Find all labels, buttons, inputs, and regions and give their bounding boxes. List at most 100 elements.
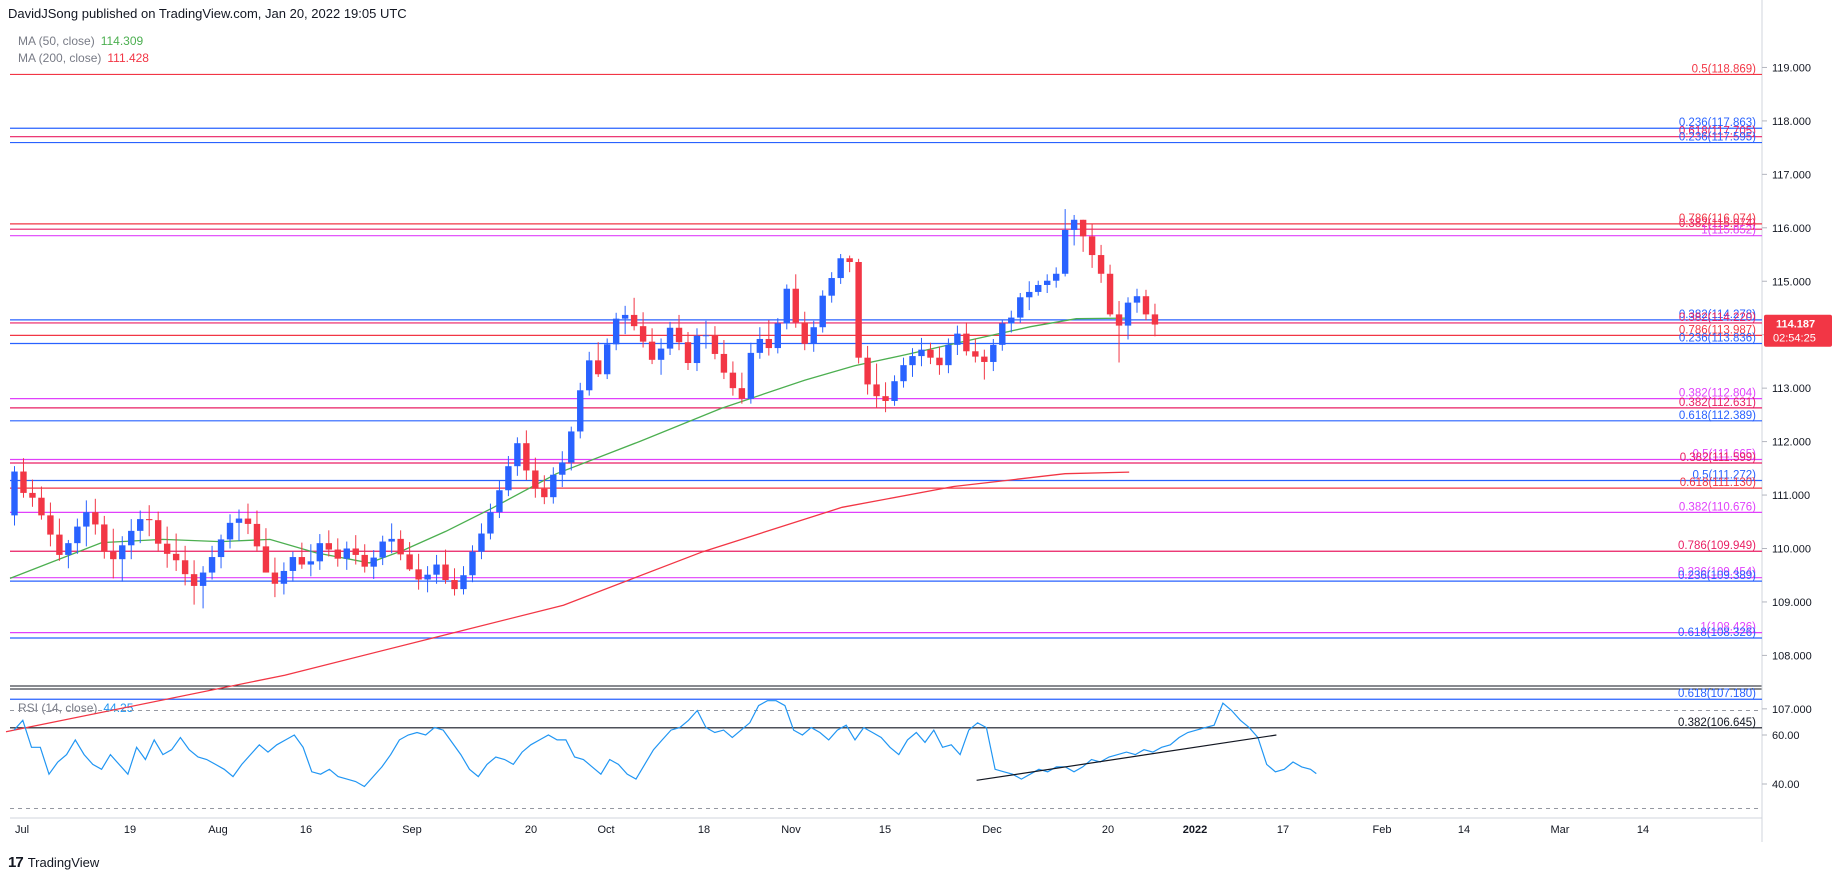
fib-level-label: 0.5(111.272) <box>1692 470 1756 482</box>
candle-body <box>1044 280 1051 285</box>
candle-body <box>217 539 225 558</box>
candle-body <box>1142 296 1150 315</box>
candle-body <box>280 570 288 584</box>
ma50-legend[interactable]: MA (50, close) 114.309 <box>18 34 143 48</box>
price-tick-label: 113.000 <box>1772 383 1811 395</box>
candle-body <box>765 338 773 349</box>
candle-body <box>532 470 539 489</box>
candle-body <box>101 524 108 552</box>
candle-body <box>172 553 180 561</box>
candle-body <box>621 314 629 319</box>
time-axis: Jul 19 Aug 16 Sep 20 Oct 18 Nov 15 Dec 20 2022 17 Feb 1… <box>15 824 1649 836</box>
fib-level-label: 0.382(115.974) <box>1679 218 1756 230</box>
candle-body <box>837 258 844 279</box>
fib-level-label: 0.382(106.645) <box>1678 717 1756 729</box>
rsi-line <box>13 700 1317 788</box>
candle-body <box>595 360 602 375</box>
tradingview-logo-icon: 17 <box>8 854 24 871</box>
price-tag-countdown: 02:54:25 <box>1773 333 1816 345</box>
rsi-legend[interactable]: RSI (14, close) 44.25 <box>18 701 133 715</box>
price-tick-label: 110.000 <box>1772 544 1811 556</box>
candle-body <box>1079 219 1087 237</box>
fib-level-label: 0.236(117.595) <box>1679 132 1756 144</box>
candle-body <box>702 335 710 337</box>
fib-level-label: 0.786(109.949) <box>1678 540 1756 552</box>
candle-body <box>612 318 620 345</box>
candle-body <box>181 560 189 575</box>
candle-body <box>433 564 440 575</box>
candle-body <box>370 557 377 567</box>
candle-body <box>568 431 575 463</box>
candle-body <box>226 522 234 540</box>
candle-body <box>1088 236 1096 256</box>
rsi-legend-label: RSI (14, close) <box>18 701 98 715</box>
footer[interactable]: 17 TradingView <box>8 854 99 871</box>
candle-body <box>1106 273 1114 315</box>
candle-body <box>1124 302 1132 326</box>
time-tick-label: Mar <box>1551 824 1570 836</box>
rsi-tick-label: 40.00 <box>1772 779 1800 791</box>
candle-body <box>496 490 503 513</box>
candle-body <box>541 488 548 498</box>
fib-level-label: 0.382(114.278) <box>1679 309 1756 321</box>
candle-body <box>316 543 324 562</box>
candle-body <box>119 545 126 560</box>
candle-body <box>469 551 476 576</box>
candle-body <box>65 543 72 555</box>
ma200-line <box>5 471 1130 733</box>
candle-body <box>936 357 943 366</box>
candle-body <box>56 534 63 555</box>
candle-body <box>1115 314 1123 326</box>
price-tick-label: 115.000 <box>1772 276 1811 288</box>
footer-brand: TradingView <box>27 855 100 870</box>
candle-body <box>298 557 306 565</box>
time-tick-label: 18 <box>698 824 710 836</box>
candle-body <box>47 515 54 535</box>
ma200-legend[interactable]: MA (200, close) 111.428 <box>18 51 149 65</box>
candle-body <box>666 327 674 349</box>
candle-body <box>424 574 431 580</box>
time-tick-label: 20 <box>1102 824 1114 836</box>
candle-body <box>38 497 45 516</box>
price-tag-box <box>1764 314 1832 347</box>
candle-body <box>388 538 395 542</box>
candle-body <box>828 278 835 296</box>
candle-body <box>657 348 665 360</box>
fib-level-label: 0.382(112.631) <box>1679 397 1756 409</box>
time-tick-label: 2022 <box>1183 824 1207 836</box>
candle-body <box>990 344 997 362</box>
rsi-trendline <box>976 734 1277 781</box>
candle-body <box>648 341 656 360</box>
candle-body <box>137 519 144 531</box>
price-tick-label: 111.000 <box>1772 490 1810 502</box>
candle-body <box>1035 284 1042 292</box>
time-tick-label: Aug <box>208 824 228 836</box>
candle-body <box>738 388 746 399</box>
candle-body <box>873 384 880 397</box>
grid-layer <box>10 0 1763 842</box>
fib-level-label: 0.236(117.863) <box>1679 117 1756 129</box>
fib-level-label: 0.5(118.869) <box>1692 63 1757 75</box>
fib-level-label: 0.236(109.454) <box>1678 567 1756 579</box>
candle-body <box>208 557 216 573</box>
candle-body <box>810 327 817 344</box>
candle-body <box>846 258 853 263</box>
candle-body <box>379 541 386 558</box>
candle-body <box>253 523 261 547</box>
time-tick-label: 14 <box>1637 824 1649 836</box>
time-tick-label: 19 <box>124 824 136 836</box>
candle-body <box>891 381 898 401</box>
fib-level-label: 0.786(113.987) <box>1679 324 1756 336</box>
candle-body <box>1151 314 1159 325</box>
ma50-line <box>9 317 1127 580</box>
ma50-legend-value: 114.309 <box>100 34 144 48</box>
candle-body <box>83 512 90 527</box>
candle-body <box>675 327 683 343</box>
time-tick-label: Oct <box>597 824 614 836</box>
candle-body <box>711 335 719 354</box>
candle-body <box>720 353 728 373</box>
candle-body <box>11 471 18 516</box>
candle-body <box>684 342 692 364</box>
candle-body <box>693 335 701 364</box>
